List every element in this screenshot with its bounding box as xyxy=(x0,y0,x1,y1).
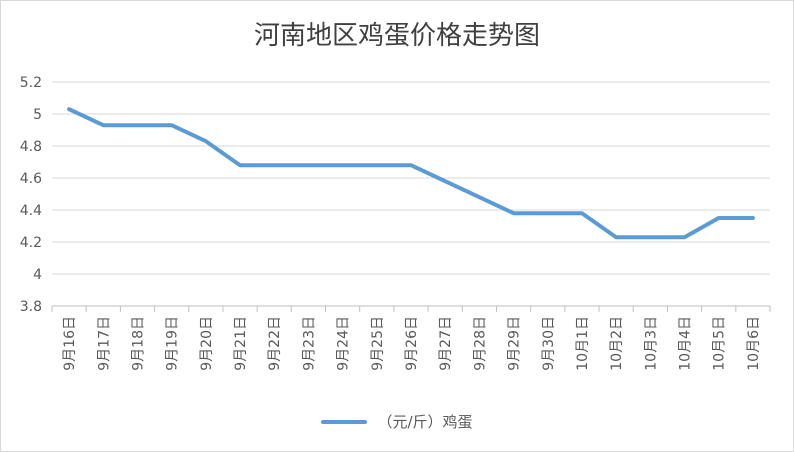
x-tick-label: 10月1日 xyxy=(575,316,591,371)
chart-title: 河南地区鸡蛋价格走势图 xyxy=(253,21,540,51)
x-tick-label: 9月25日 xyxy=(370,316,386,371)
x-tick-label: 9月21日 xyxy=(233,316,249,371)
y-tick-label: 4 xyxy=(33,267,42,283)
x-tick-label: 10月3日 xyxy=(643,316,659,371)
y-tick-label: 5.2 xyxy=(20,75,42,91)
y-tick-label: 4.2 xyxy=(20,235,42,251)
x-tick-label: 10月5日 xyxy=(712,316,728,371)
x-tick-label: 9月19日 xyxy=(165,316,181,371)
legend-line-swatch xyxy=(321,419,368,424)
x-tick-label: 9月29日 xyxy=(507,316,523,371)
x-tick-label: 9月22日 xyxy=(267,316,283,371)
x-tick-label: 10月6日 xyxy=(746,316,762,371)
x-tick-label: 9月26日 xyxy=(404,316,420,371)
series-line xyxy=(67,107,755,240)
y-tick-label: 5 xyxy=(33,107,42,123)
y-tick-label: 4.4 xyxy=(20,203,42,219)
x-tick-label: 9月18日 xyxy=(130,316,146,371)
y-tick-label: 4.8 xyxy=(20,139,42,155)
legend: （元/斤）鸡蛋 xyxy=(1,411,793,432)
x-tick-label: 9月24日 xyxy=(336,316,352,371)
y-tick-label: 4.6 xyxy=(20,171,42,187)
x-tick-label: 9月23日 xyxy=(301,316,317,371)
x-tick-label: 9月27日 xyxy=(438,316,454,371)
y-tick-label: 3.8 xyxy=(20,299,42,315)
x-tick-label: 9月16日 xyxy=(62,316,78,371)
x-tick-label: 9月30日 xyxy=(541,316,557,371)
x-tick-label: 10月2日 xyxy=(609,316,625,371)
x-tick-label: 10月4日 xyxy=(678,316,694,371)
x-tick-label: 9月20日 xyxy=(199,316,215,371)
x-tick-label: 9月17日 xyxy=(96,316,112,371)
x-tick-label: 9月28日 xyxy=(472,316,488,371)
legend-label: （元/斤）鸡蛋 xyxy=(377,413,473,431)
